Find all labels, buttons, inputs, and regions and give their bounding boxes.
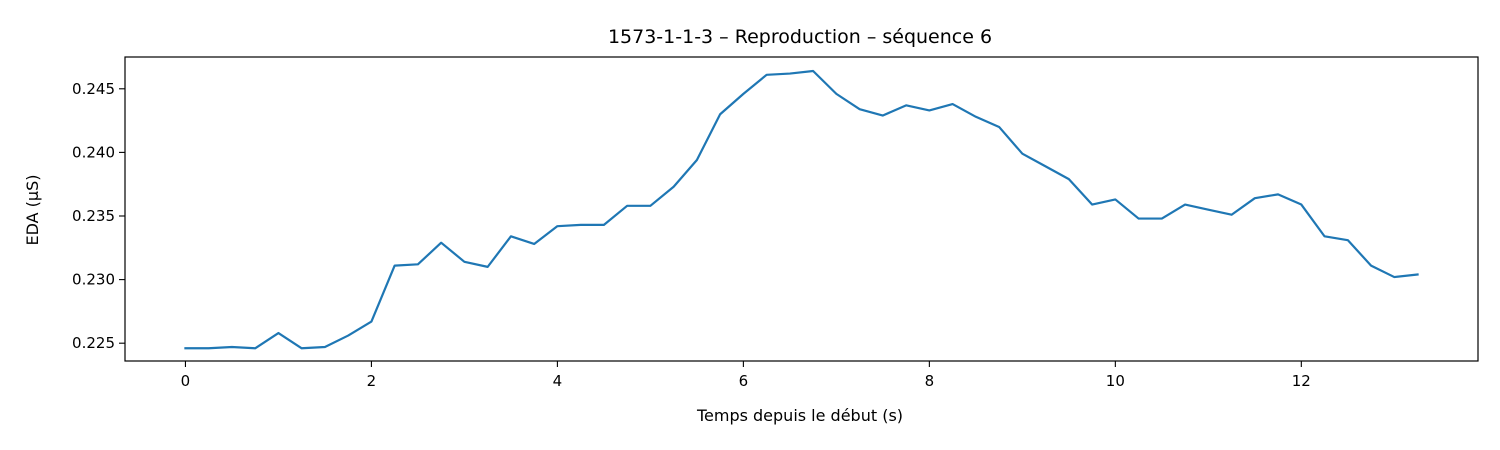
y-tick-label: 0.240 — [72, 143, 115, 161]
x-tick-label: 0 — [181, 372, 191, 390]
y-axis-label: EDA (µS) — [23, 175, 42, 246]
x-tick-label: 2 — [367, 372, 377, 390]
x-tick-label: 8 — [925, 372, 935, 390]
y-tick-label: 0.245 — [72, 80, 115, 98]
x-tick-label: 6 — [739, 372, 749, 390]
x-tick-label: 10 — [1106, 372, 1125, 390]
x-tick-label: 4 — [553, 372, 563, 390]
plot-frame — [124, 56, 1479, 362]
y-tick-label: 0.230 — [72, 271, 115, 289]
y-tick-label: 0.235 — [72, 207, 115, 225]
x-tick-label: 12 — [1292, 372, 1311, 390]
y-tick-label: 0.225 — [72, 334, 115, 352]
series-line-0 — [184, 69, 1419, 350]
plot-area: 0 2 4 6 8 10 12 0.225 0.230 0.235 0.240 0.245 — [72, 56, 1479, 390]
x-axis-label: Temps depuis le début (s) — [696, 406, 903, 425]
chart-title: 1573-1-1-3 – Reproduction – séquence 6 — [608, 26, 992, 48]
